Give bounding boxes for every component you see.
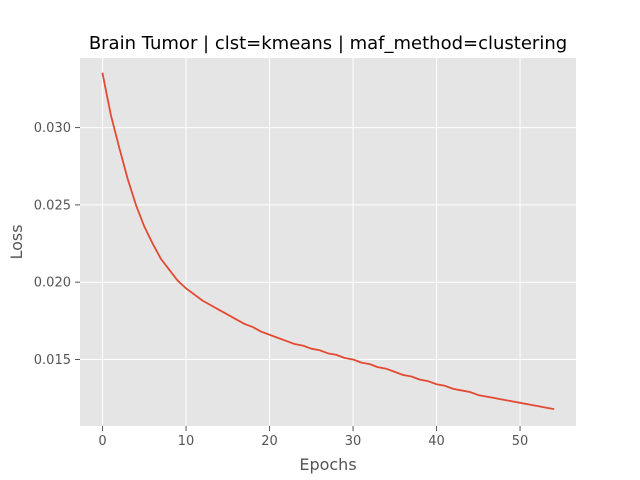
series-line-loss (101, 72, 555, 410)
y-tick-label: 0.015 (34, 353, 71, 368)
x-tick-label: 0 (98, 434, 106, 449)
x-tick-label: 30 (345, 434, 362, 449)
y-tick-label: 0.020 (34, 276, 71, 291)
series-layer (101, 72, 555, 410)
x-tick-label: 40 (428, 434, 445, 449)
y-tick-label: 0.030 (34, 121, 71, 136)
y-axis-label: Loss (7, 224, 26, 259)
x-axis-label: Epochs (299, 455, 356, 474)
x-tick-label: 10 (178, 434, 195, 449)
chart-title: Brain Tumor | clst=kmeans | maf_method=c… (89, 33, 567, 54)
x-tick-label: 20 (261, 434, 278, 449)
grid-lines (80, 58, 576, 426)
plot-area (80, 58, 576, 426)
tick-labels: 0 10 20 30 40 50 0.015 0.020 0.025 0.030 (34, 121, 529, 449)
x-tick-label: 50 (512, 434, 529, 449)
y-tick-label: 0.025 (34, 198, 71, 213)
